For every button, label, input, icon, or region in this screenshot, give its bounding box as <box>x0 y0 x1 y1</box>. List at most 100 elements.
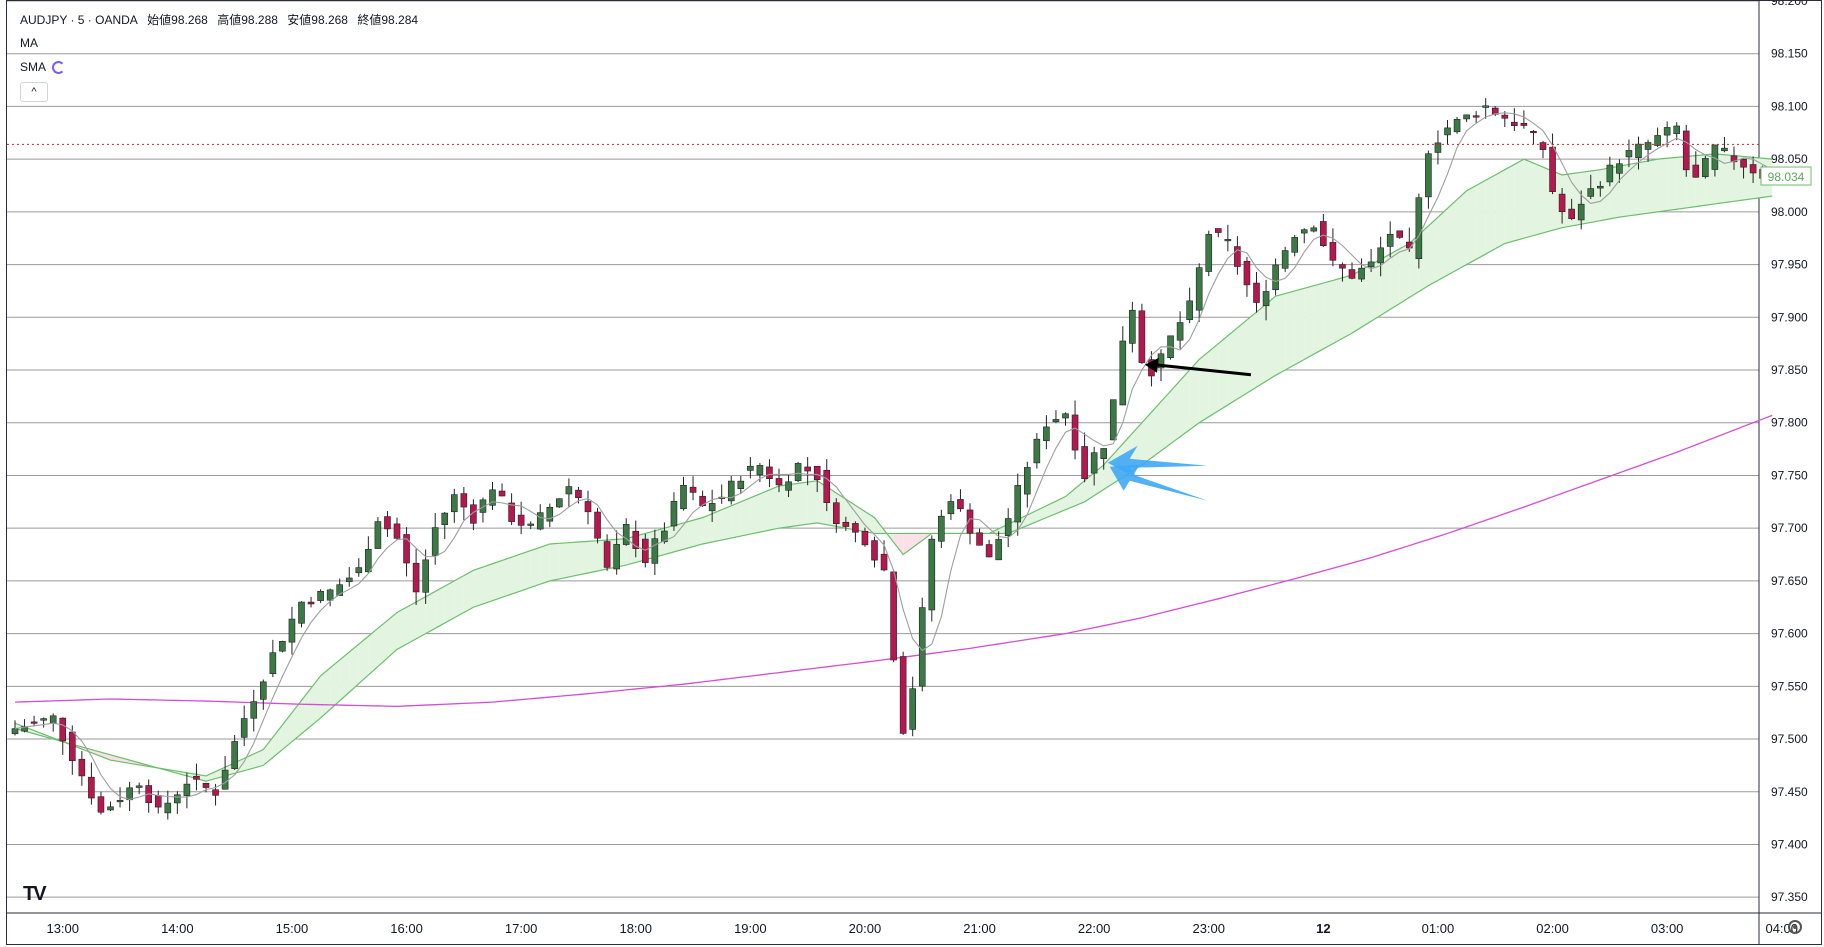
candle-body <box>126 787 133 801</box>
candle <box>97 791 105 815</box>
candle-body <box>1262 291 1270 307</box>
candle <box>1023 461 1031 508</box>
candle-body <box>1520 122 1528 126</box>
candle <box>470 499 477 531</box>
black-arrow-shaft <box>1154 363 1252 377</box>
ma-band-fill <box>1504 164 1515 244</box>
y-tick-label: 97.500 <box>1771 732 1808 746</box>
ma-band-fill <box>1208 343 1219 417</box>
candle-body <box>1243 260 1251 286</box>
candle <box>30 715 38 727</box>
y-tick-label: 97.900 <box>1771 310 1808 324</box>
candle <box>135 782 143 795</box>
ma-band-fill <box>1180 370 1190 437</box>
ma-band-fill <box>884 529 894 543</box>
ma-band-fill <box>377 620 388 667</box>
candle <box>59 717 67 755</box>
candle-body <box>727 480 735 502</box>
candle-body <box>59 717 67 742</box>
candle-body <box>1577 203 1585 221</box>
current-price-label: 98.034 <box>1768 170 1805 184</box>
candle-body <box>202 782 210 788</box>
candle-body <box>88 776 95 799</box>
x-tick-label: 17:00 <box>505 921 538 936</box>
ma-band-fill <box>673 522 684 552</box>
candle-body <box>1644 142 1652 150</box>
symbol-label[interactable]: AUDJPY · 5 · OANDA <box>20 13 138 27</box>
ma-band-fill <box>1399 243 1410 304</box>
candle <box>1071 400 1079 460</box>
candle-body <box>794 463 802 481</box>
ma-band-fill <box>444 580 455 624</box>
ma-band-fill <box>1457 190 1467 270</box>
candle-body <box>1310 227 1318 232</box>
ma-band-fill <box>1390 248 1400 310</box>
candle <box>747 457 754 479</box>
high-value: 高値98.288 <box>217 13 278 27</box>
candle <box>1310 225 1318 233</box>
ma-band-fill <box>1628 162 1639 216</box>
ma-band-fill <box>1323 280 1333 349</box>
candle-body <box>536 512 544 530</box>
candle <box>699 490 706 507</box>
ma-band-fill <box>1514 159 1524 241</box>
ma-band-fill <box>1371 259 1381 322</box>
reload-icon[interactable] <box>52 60 66 74</box>
indicator-sma[interactable]: SMA <box>20 60 66 74</box>
candle-body <box>1625 150 1633 158</box>
price-chart[interactable]: 97.350 97.400 97.450 97.500 97.550 97.600 97.6… <box>7 1 1821 944</box>
y-tick-label: 98.200 <box>1771 1 1808 8</box>
candle <box>355 558 363 577</box>
candle <box>1033 433 1041 469</box>
candle-body <box>985 544 993 558</box>
candle-body <box>813 465 821 480</box>
candle-body <box>852 523 859 533</box>
candle-body <box>317 590 324 601</box>
candle-body <box>1023 467 1031 495</box>
ma-band-fill <box>549 543 560 581</box>
candle-body <box>1339 264 1346 269</box>
ma-band-fill <box>788 483 799 527</box>
ma-band-fill <box>1590 169 1601 223</box>
candle-body <box>1406 241 1413 249</box>
candle-body <box>804 466 811 472</box>
candle-body <box>1300 229 1308 234</box>
candle-body <box>174 794 181 804</box>
candle-body <box>1482 105 1489 108</box>
ma-band-fill <box>330 659 340 710</box>
gear-icon[interactable] <box>1788 920 1802 934</box>
candle <box>1644 139 1652 162</box>
ma-fast-band-line <box>14 153 1773 777</box>
candle <box>1520 110 1528 129</box>
candle-body <box>1043 426 1050 442</box>
candle <box>49 713 57 732</box>
current-price-tag <box>1760 166 1812 186</box>
candle <box>498 483 506 497</box>
candle-body <box>1081 446 1088 480</box>
candle <box>718 484 726 504</box>
candle <box>231 734 238 770</box>
y-tick-label: 98.000 <box>1771 205 1808 219</box>
ma-band-fill <box>1304 285 1314 360</box>
ma-band-fill <box>1313 283 1324 355</box>
candle <box>250 689 258 732</box>
ma-band-fill <box>406 601 417 645</box>
indicator-ma-label[interactable]: MA <box>20 36 38 50</box>
candle <box>1272 258 1279 296</box>
ma-band-fill <box>1361 264 1372 328</box>
candle-body <box>1444 127 1451 136</box>
candle <box>21 719 28 733</box>
candle-body <box>1090 452 1098 474</box>
candle <box>899 651 907 735</box>
candle <box>1616 159 1623 183</box>
candle <box>1234 236 1241 275</box>
ma-fast-line <box>14 112 1773 801</box>
candle-body <box>1568 208 1575 219</box>
collapse-legend-button[interactable]: ^ <box>20 82 48 102</box>
ma-band-fill <box>798 482 808 526</box>
candle-body <box>1702 158 1709 178</box>
candle <box>1253 272 1260 313</box>
candle-body <box>1396 230 1404 238</box>
candle <box>527 521 535 530</box>
candle <box>651 529 659 576</box>
